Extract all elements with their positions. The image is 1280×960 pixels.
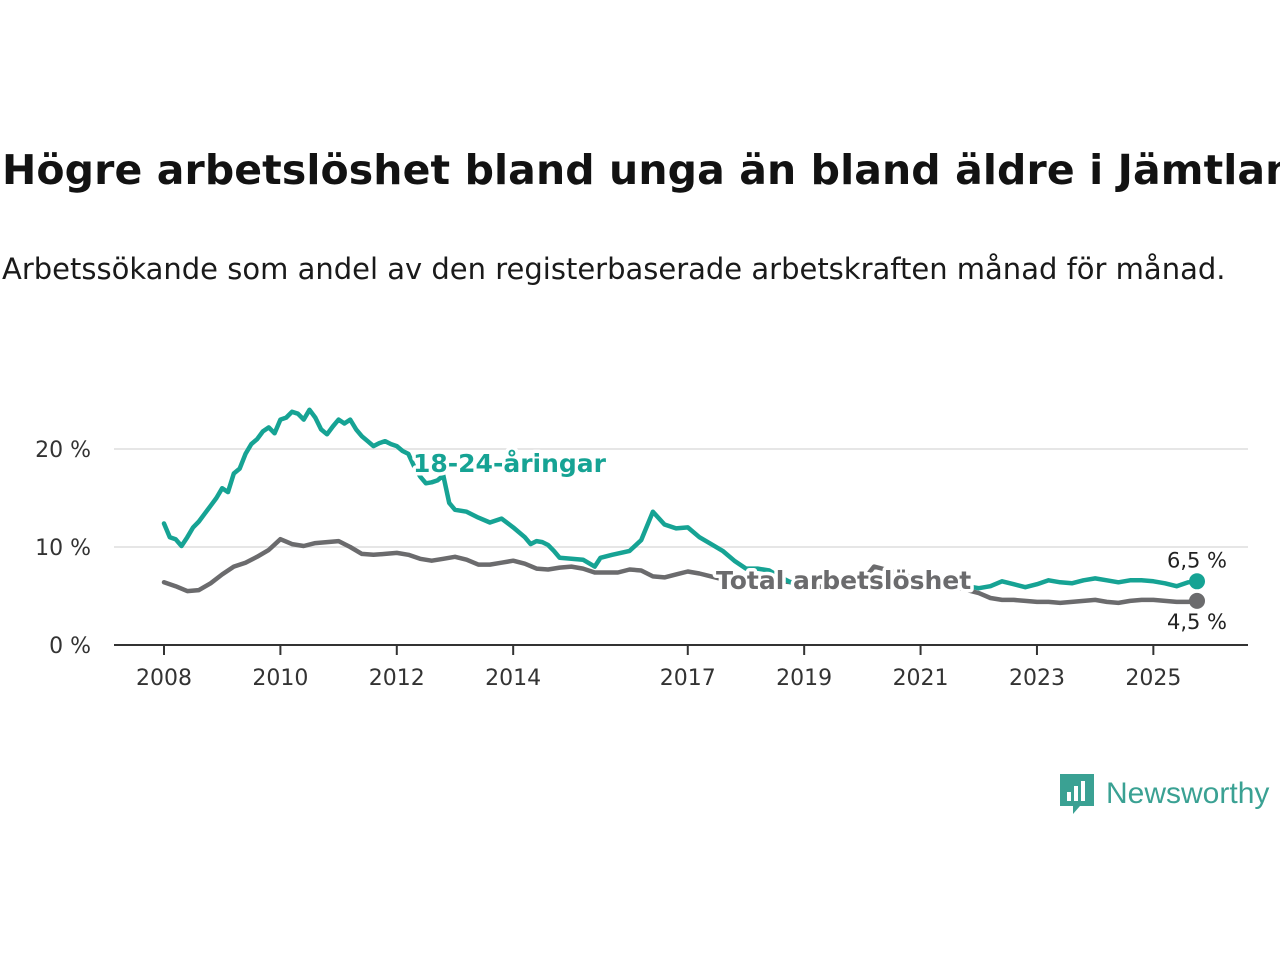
- chart-title: Högre arbetslöshet bland unga än bland ä…: [2, 146, 1280, 194]
- chart-subtitle: Arbetssökande som andel av den registerb…: [2, 252, 1226, 286]
- x-axis: 2008 2010 2012 2014 2017 2019 2021 2023 2025: [114, 644, 1248, 691]
- y-axis-labels: 0 % 10 % 20 %: [35, 438, 91, 659]
- youth-endpoint: [1189, 573, 1205, 590]
- x-tick-label: 2010: [252, 666, 308, 691]
- newsworthy-logo-icon: [1060, 774, 1094, 814]
- x-tick-label: 2008: [136, 666, 192, 691]
- youth-end-label: 6,5 %: [1167, 548, 1227, 572]
- brand-name: Newsworthy: [1106, 777, 1270, 810]
- total-series-label: Total arbetslöshet: [716, 566, 971, 595]
- youth-series-label: 18-24-åringar: [413, 449, 607, 478]
- y-tick-label: 20 %: [35, 438, 91, 463]
- x-tick-label: 2012: [369, 666, 425, 691]
- x-tick-label: 2019: [776, 666, 832, 691]
- y-tick-label: 10 %: [35, 536, 91, 561]
- x-tick-label: 2023: [1009, 666, 1065, 691]
- newsworthy-logo: Newsworthy: [1058, 772, 1269, 816]
- x-tick-label: 2014: [485, 666, 541, 691]
- y-tick-label: 0 %: [49, 634, 91, 659]
- gridlines: [114, 448, 1248, 548]
- total-end-label: 4,5 %: [1167, 610, 1227, 634]
- x-tick-label: 2025: [1125, 666, 1181, 691]
- youth-unemployment-line: [161, 407, 1200, 591]
- total-endpoint: [1189, 592, 1205, 609]
- series-lines: [161, 407, 1200, 606]
- total-unemployment-line: [161, 536, 1200, 606]
- x-tick-label: 2017: [660, 666, 716, 691]
- line-chart: 2008 2010 2012 2014 2017 2019 2021 2023 2025 0 %…: [35, 407, 1248, 691]
- x-tick-label: 2021: [893, 666, 949, 691]
- series-labels: 6,5 % 4,5 % 18-24-åringar Total arbetslöshe…: [410, 446, 1230, 637]
